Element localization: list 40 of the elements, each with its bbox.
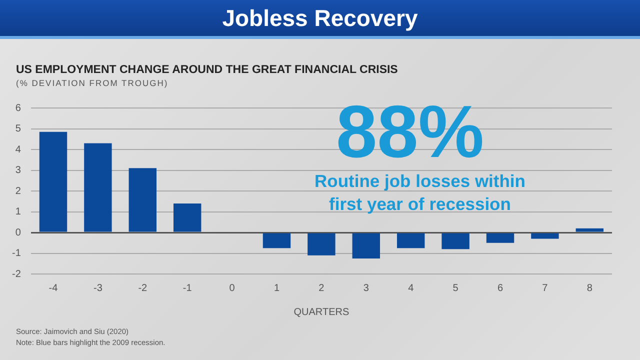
y-axis-title: (% DEVIATION FROM TROUGH) xyxy=(16,78,168,88)
chart-subtitle: US EMPLOYMENT CHANGE AROUND THE GREAT FINANCIAL CRISIS xyxy=(16,64,398,76)
y-tick-label: 0 xyxy=(15,227,22,238)
bar xyxy=(262,233,291,248)
x-tick-label: 6 xyxy=(497,282,504,294)
x-tick-label: -1 xyxy=(182,282,192,294)
y-tick-label: 3 xyxy=(15,165,22,176)
x-axis-title: QUARTERS xyxy=(294,306,350,318)
x-tick-label: 8 xyxy=(586,282,593,294)
annotation: 88% xyxy=(334,90,486,173)
y-tick-label: 1 xyxy=(15,206,22,218)
bar xyxy=(396,233,425,248)
x-tick-label: 7 xyxy=(542,282,548,294)
chart-title: Jobless Recovery xyxy=(222,4,418,32)
y-tick-label: 4 xyxy=(15,144,22,156)
x-tick-label: -4 xyxy=(48,282,58,294)
bar xyxy=(173,203,202,232)
y-tick-label: -1 xyxy=(12,248,22,259)
bar xyxy=(531,233,559,239)
bar xyxy=(442,233,470,250)
y-tick-label: 6 xyxy=(15,102,22,114)
x-tick-label: 4 xyxy=(408,282,414,294)
bar xyxy=(308,233,336,256)
x-tick-label: -2 xyxy=(138,282,148,294)
bar xyxy=(128,168,156,232)
bar xyxy=(84,143,112,232)
y-tick-label: 5 xyxy=(15,124,22,134)
x-tick-label: 3 xyxy=(363,282,370,294)
x-tick-label: 2 xyxy=(318,282,325,294)
bar xyxy=(352,233,380,258)
bar xyxy=(39,132,68,232)
y-tick-label: 2 xyxy=(15,186,22,197)
y-tick-label: -2 xyxy=(12,268,22,280)
x-tick-label: 0 xyxy=(229,282,236,294)
x-tick-label: 5 xyxy=(452,282,459,294)
annotation: Routine job losses within first year of recession xyxy=(314,170,526,216)
bar xyxy=(576,228,604,232)
bar xyxy=(486,233,514,243)
x-tick-label: 1 xyxy=(274,282,280,294)
x-tick-label: -3 xyxy=(93,282,103,294)
